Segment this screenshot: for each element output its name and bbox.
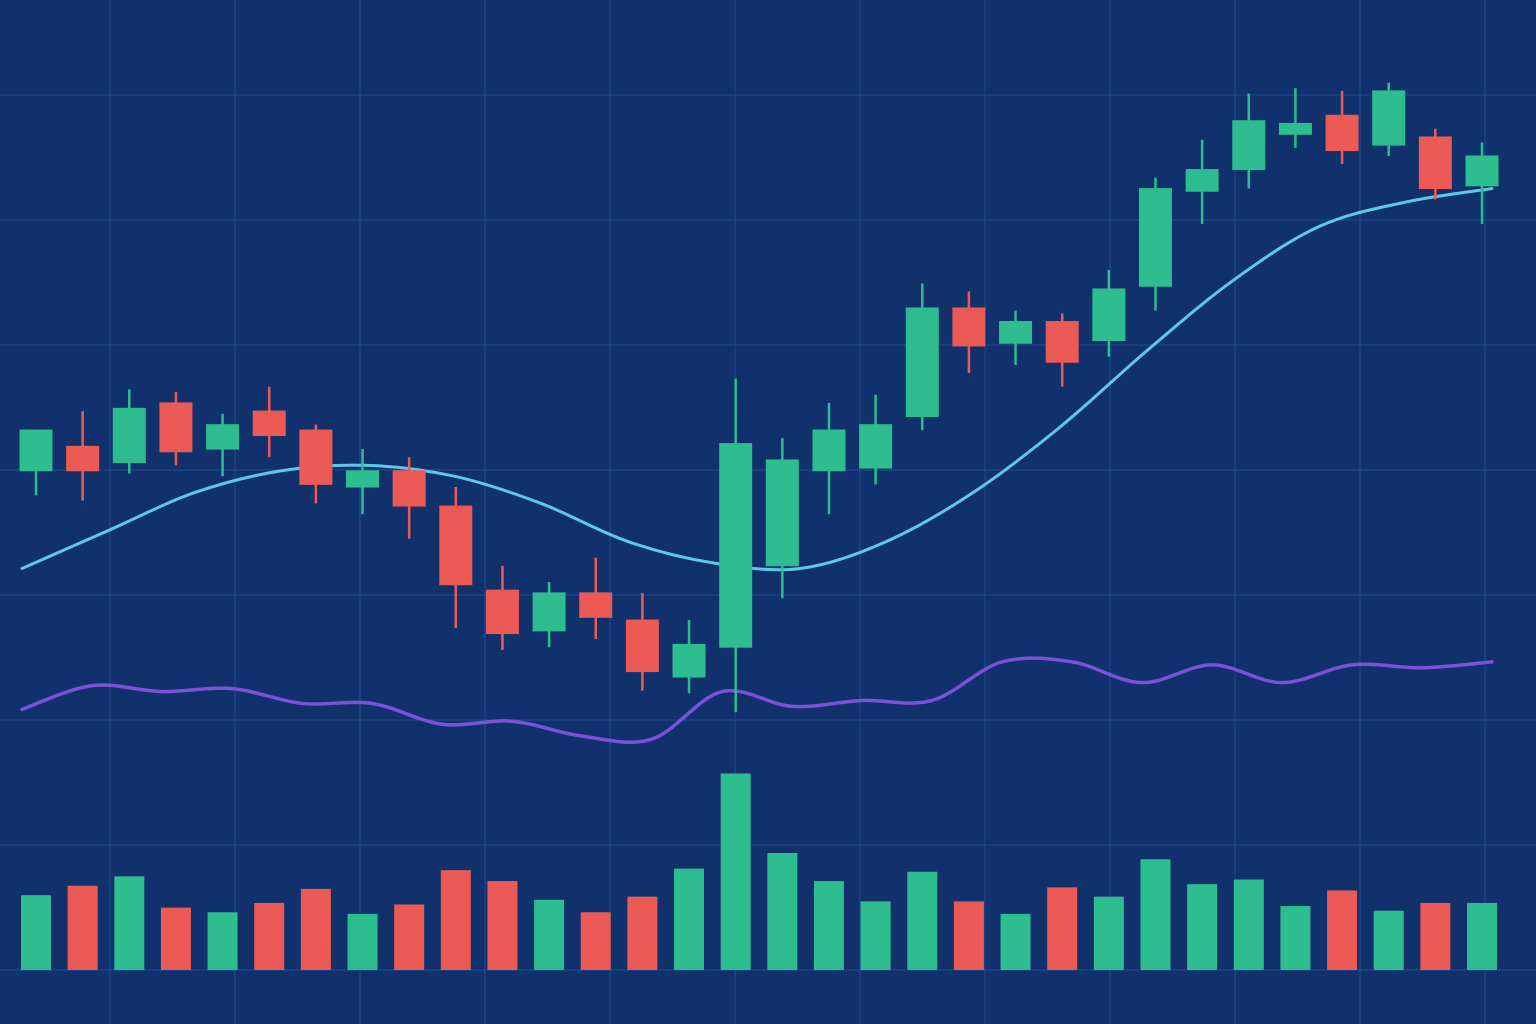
volume-bar-up [860, 901, 891, 970]
volume-bar-up [347, 913, 378, 970]
candle-body-down [579, 592, 613, 618]
candle-body-up [346, 470, 380, 488]
candle-body-up [112, 407, 146, 464]
candle-body-up [19, 429, 53, 472]
candle-body-down [392, 470, 426, 507]
volume-bar-up [767, 853, 798, 970]
volume-bar-up [1373, 910, 1404, 970]
volume-bar-up [21, 895, 51, 970]
volume-bars [21, 773, 1497, 970]
volume-bar-up [1280, 906, 1311, 970]
oscillator-line [20, 656, 1494, 745]
candle-body-up [905, 307, 939, 417]
candle-body-up [1138, 188, 1172, 287]
candle-body-up [765, 459, 799, 567]
moving-average-layer [20, 187, 1494, 572]
volume-bar-up [207, 912, 238, 970]
volume-bar-up [1093, 896, 1124, 970]
candle-body-down [1045, 321, 1079, 363]
volume-bar-down [487, 881, 518, 970]
candle-body-down [485, 589, 519, 635]
volume-bar-down [1047, 887, 1078, 970]
volume-bar-up [674, 868, 705, 970]
candle-body-down [159, 402, 193, 453]
candle-body-down [66, 445, 100, 472]
volume-bar-down [160, 907, 191, 970]
volume-bar-down [300, 888, 331, 970]
candle-body-up [1465, 155, 1499, 187]
volume-bar-up [114, 876, 145, 970]
candle-body-up [1185, 169, 1219, 192]
volume-bar-down [254, 902, 285, 970]
candle-body-up [1092, 288, 1126, 342]
volume-bar-up [1187, 884, 1218, 970]
candle-body-up [532, 592, 566, 632]
volume-bar-up [720, 773, 751, 970]
candle-body-down [299, 429, 333, 485]
oscillator-layer [20, 656, 1494, 745]
candle-body-down [439, 505, 473, 586]
candle-body-up [672, 643, 706, 678]
moving-average-line [20, 187, 1494, 572]
candle-body-down [625, 619, 659, 673]
volume-bar-down [440, 870, 471, 970]
volume-bar-down [394, 904, 425, 970]
candle-body-down [1418, 136, 1452, 190]
candle-body-up [859, 424, 893, 469]
candle-body-up [719, 443, 753, 648]
volume-bar-up [1000, 913, 1031, 970]
candle-body-up [999, 321, 1033, 344]
candle-body-down [952, 307, 986, 347]
volume-bar-up [1140, 859, 1171, 970]
volume-bar-down [1420, 902, 1451, 970]
candle-body-up [1278, 122, 1312, 135]
volume-bar-down [1327, 890, 1358, 970]
candle-body-up [812, 429, 846, 472]
volume-bar-up [813, 881, 844, 970]
candles [19, 82, 1499, 713]
volume-bar-up [1233, 879, 1264, 970]
candle-body-up [1232, 120, 1266, 171]
volume-bar-down [953, 901, 984, 970]
candle-body-down [1325, 114, 1359, 152]
volume-bar-up [1467, 902, 1497, 970]
candle-body-up [206, 424, 240, 450]
candle-body-down [252, 410, 286, 436]
volume-bar-down [580, 912, 611, 970]
candle-body-up [1372, 90, 1406, 146]
volume-bar-up [907, 871, 938, 970]
volume-bar-down [67, 885, 98, 970]
volume-bar-up [534, 899, 565, 970]
volume-bar-down [627, 896, 658, 970]
